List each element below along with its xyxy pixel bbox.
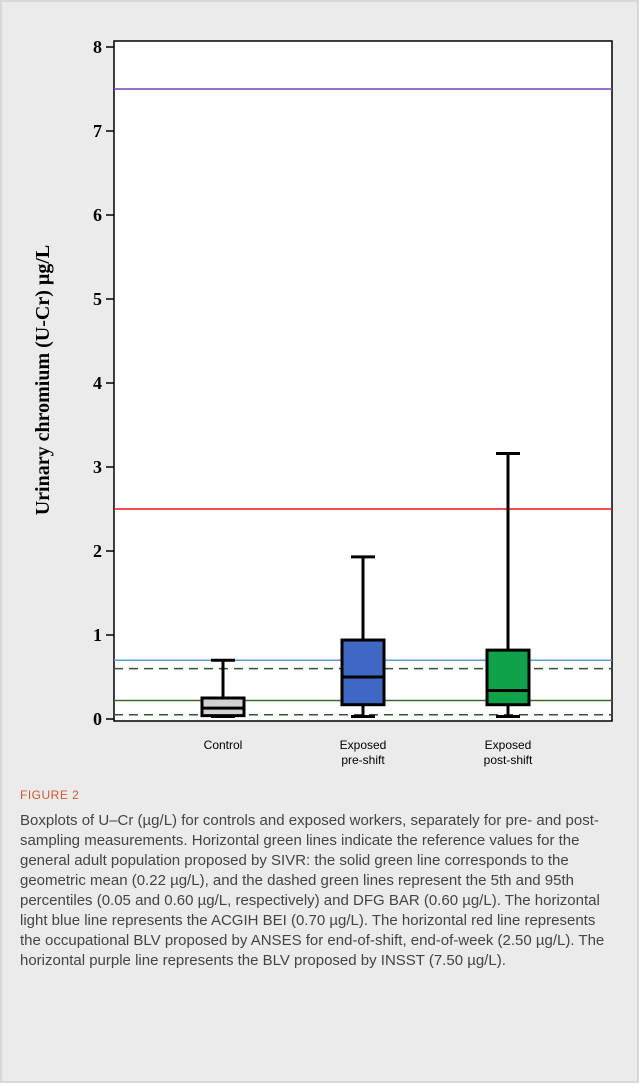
category-label: Control bbox=[204, 738, 243, 752]
y-tick-label: 2 bbox=[93, 541, 102, 561]
x-axis: Control Exposed pre-shift Exposed post-shift bbox=[204, 738, 533, 767]
y-tick-label: 1 bbox=[93, 625, 102, 645]
y-tick-label: 0 bbox=[93, 709, 102, 729]
iqr-box bbox=[340, 638, 386, 707]
iqr-box bbox=[485, 648, 531, 707]
category-label: Exposed post-shift bbox=[484, 738, 533, 767]
figure-label: FIGURE 2 bbox=[20, 788, 80, 802]
boxplot-3 bbox=[485, 452, 531, 718]
y-tick-label: 7 bbox=[93, 121, 102, 141]
figure-caption: Boxplots of U–Cr (µg/L) for controls and… bbox=[20, 812, 605, 969]
category-label: Exposed pre-shift bbox=[340, 738, 387, 767]
boxplot-chart: 0 1 2 3 4 5 6 7 8 Control Exposed pre-shift Exposed… bbox=[32, 37, 613, 767]
y-axis-label: Urinary chromium (U-Cr) µg/L bbox=[32, 245, 54, 516]
y-tick-label: 8 bbox=[93, 37, 102, 57]
y-tick-label: 4 bbox=[93, 373, 102, 393]
y-tick-label: 5 bbox=[93, 289, 102, 309]
boxplot-1 bbox=[200, 658, 246, 718]
box-series bbox=[200, 452, 531, 718]
boxplot-2 bbox=[340, 555, 386, 718]
y-axis: 0 1 2 3 4 5 6 7 8 bbox=[93, 37, 114, 729]
y-tick-label: 6 bbox=[93, 205, 102, 225]
y-tick-label: 3 bbox=[93, 457, 102, 477]
